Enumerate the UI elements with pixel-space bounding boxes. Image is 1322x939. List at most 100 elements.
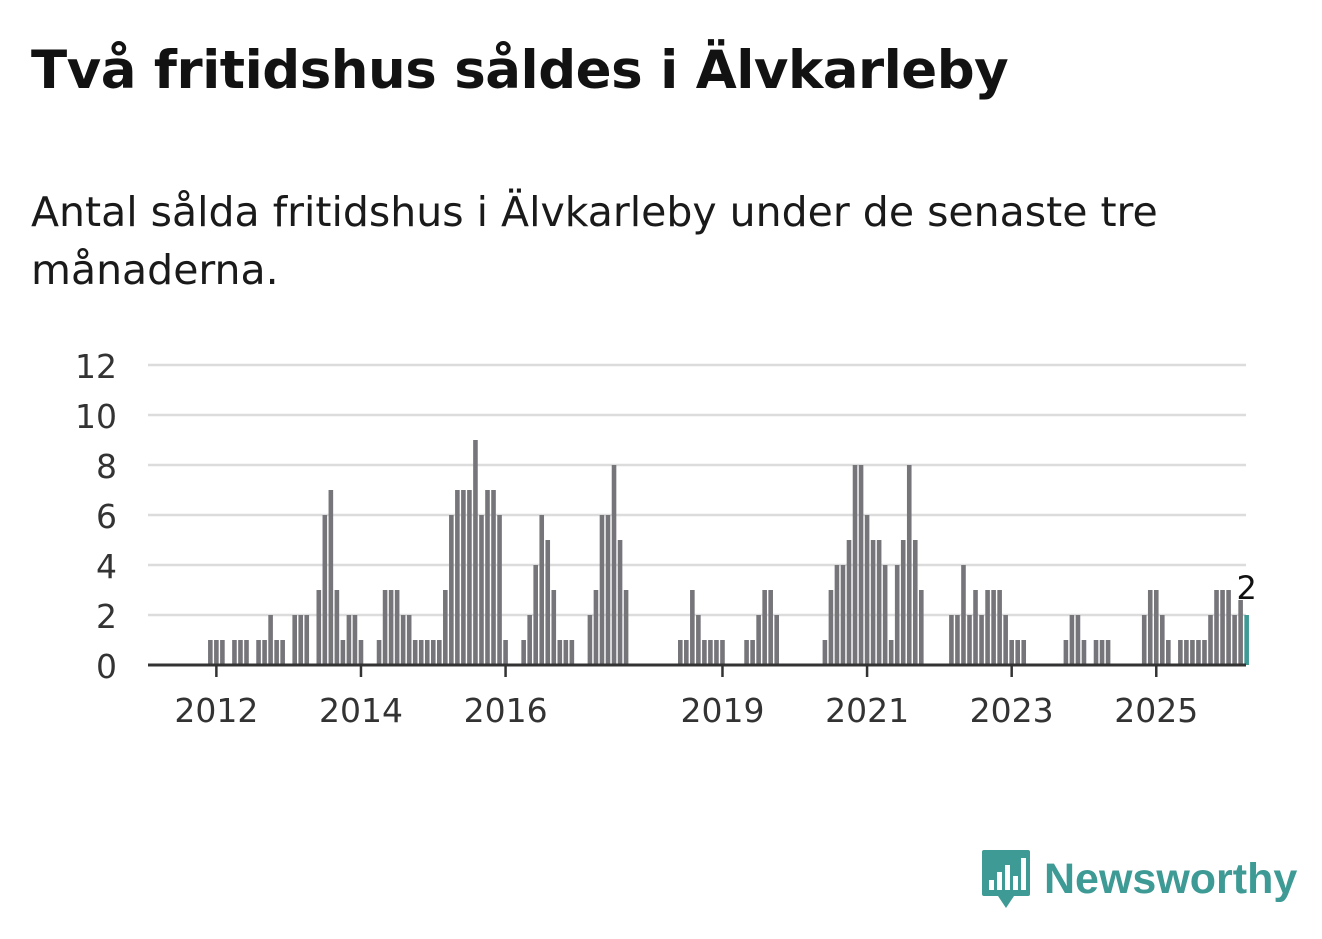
bar — [340, 640, 346, 665]
bar — [467, 490, 472, 665]
bar — [497, 515, 502, 665]
bar — [551, 590, 557, 665]
bar — [593, 590, 599, 665]
x-tick-label: 2025 — [1114, 691, 1198, 730]
bar — [539, 515, 545, 665]
bar — [232, 640, 237, 665]
bar — [1015, 640, 1020, 665]
bar — [1081, 640, 1087, 665]
bar — [961, 565, 966, 665]
bar — [503, 640, 508, 665]
bar — [858, 465, 864, 665]
bar — [1220, 590, 1225, 665]
x-tick-label: 2021 — [825, 691, 909, 730]
bar — [563, 640, 569, 665]
bar — [1069, 615, 1075, 665]
bar — [774, 615, 779, 665]
brand-logo[interactable]: Newsworthy — [980, 848, 1297, 910]
bar — [955, 615, 960, 665]
newsworthy-logo-icon — [982, 850, 1030, 908]
bar — [696, 615, 701, 665]
bar — [708, 640, 713, 665]
bar — [985, 590, 990, 665]
bar — [587, 615, 593, 665]
bar — [244, 640, 249, 665]
bar — [358, 640, 364, 665]
bar — [906, 465, 912, 665]
bar — [756, 615, 761, 665]
bar — [298, 615, 304, 665]
bar — [605, 515, 611, 665]
y-tick-label: 4 — [96, 547, 117, 586]
bar — [1196, 640, 1201, 665]
bar — [1099, 640, 1105, 665]
bar — [430, 640, 436, 665]
bar — [828, 590, 834, 665]
bar — [1153, 590, 1159, 665]
bar — [262, 640, 267, 665]
bar — [449, 515, 454, 665]
bar — [979, 615, 984, 665]
bar — [479, 515, 484, 665]
bar — [1244, 615, 1249, 665]
bar — [1147, 590, 1153, 665]
x-tick-label: 2012 — [174, 691, 258, 730]
bar — [376, 640, 382, 665]
bar — [991, 590, 996, 665]
chart-title: Två fritidshus såldes i Älvkarleby — [31, 40, 1009, 101]
bar — [473, 440, 478, 665]
bar — [280, 640, 285, 665]
bar — [870, 540, 876, 665]
brand-name: Newsworthy — [1044, 854, 1298, 903]
bar — [1202, 640, 1207, 665]
y-tick-label: 12 — [75, 347, 117, 386]
bar — [1232, 615, 1237, 665]
bar — [1003, 615, 1008, 665]
bar — [557, 640, 563, 665]
bar — [720, 640, 725, 665]
bar — [623, 590, 629, 665]
bar — [256, 640, 261, 665]
bar — [400, 615, 406, 665]
bar — [678, 640, 683, 665]
y-tick-label: 2 — [96, 597, 117, 636]
bar — [1214, 590, 1219, 665]
bar — [388, 590, 394, 665]
bar — [214, 640, 219, 665]
bar — [690, 590, 695, 665]
bar — [394, 590, 400, 665]
bar — [443, 590, 448, 665]
bar — [533, 565, 538, 665]
x-tick-label: 2014 — [319, 691, 403, 730]
bar — [1238, 600, 1243, 665]
y-tick-label: 10 — [75, 397, 117, 436]
bar — [346, 615, 352, 665]
bar — [611, 465, 617, 665]
bar — [485, 490, 490, 665]
bar — [684, 640, 689, 665]
bar — [617, 540, 623, 665]
x-tick-label: 2019 — [680, 691, 764, 730]
bar — [322, 515, 328, 665]
bar — [888, 640, 894, 665]
bar — [973, 590, 978, 665]
bar — [702, 640, 707, 665]
bar — [1093, 640, 1099, 665]
bar — [1105, 640, 1111, 665]
bar — [894, 565, 900, 665]
bar — [424, 640, 430, 665]
bar — [1160, 615, 1165, 665]
bar — [599, 515, 605, 665]
bar — [1226, 590, 1231, 665]
x-tick-label: 2023 — [970, 691, 1054, 730]
bar — [876, 540, 882, 665]
bar — [846, 540, 852, 665]
bar — [1075, 615, 1081, 665]
bar — [967, 615, 972, 665]
bar — [1190, 640, 1195, 665]
bar — [1178, 640, 1183, 665]
bar — [412, 640, 418, 665]
bar — [352, 615, 358, 665]
bar — [328, 490, 334, 665]
y-tick-label: 8 — [96, 447, 117, 486]
